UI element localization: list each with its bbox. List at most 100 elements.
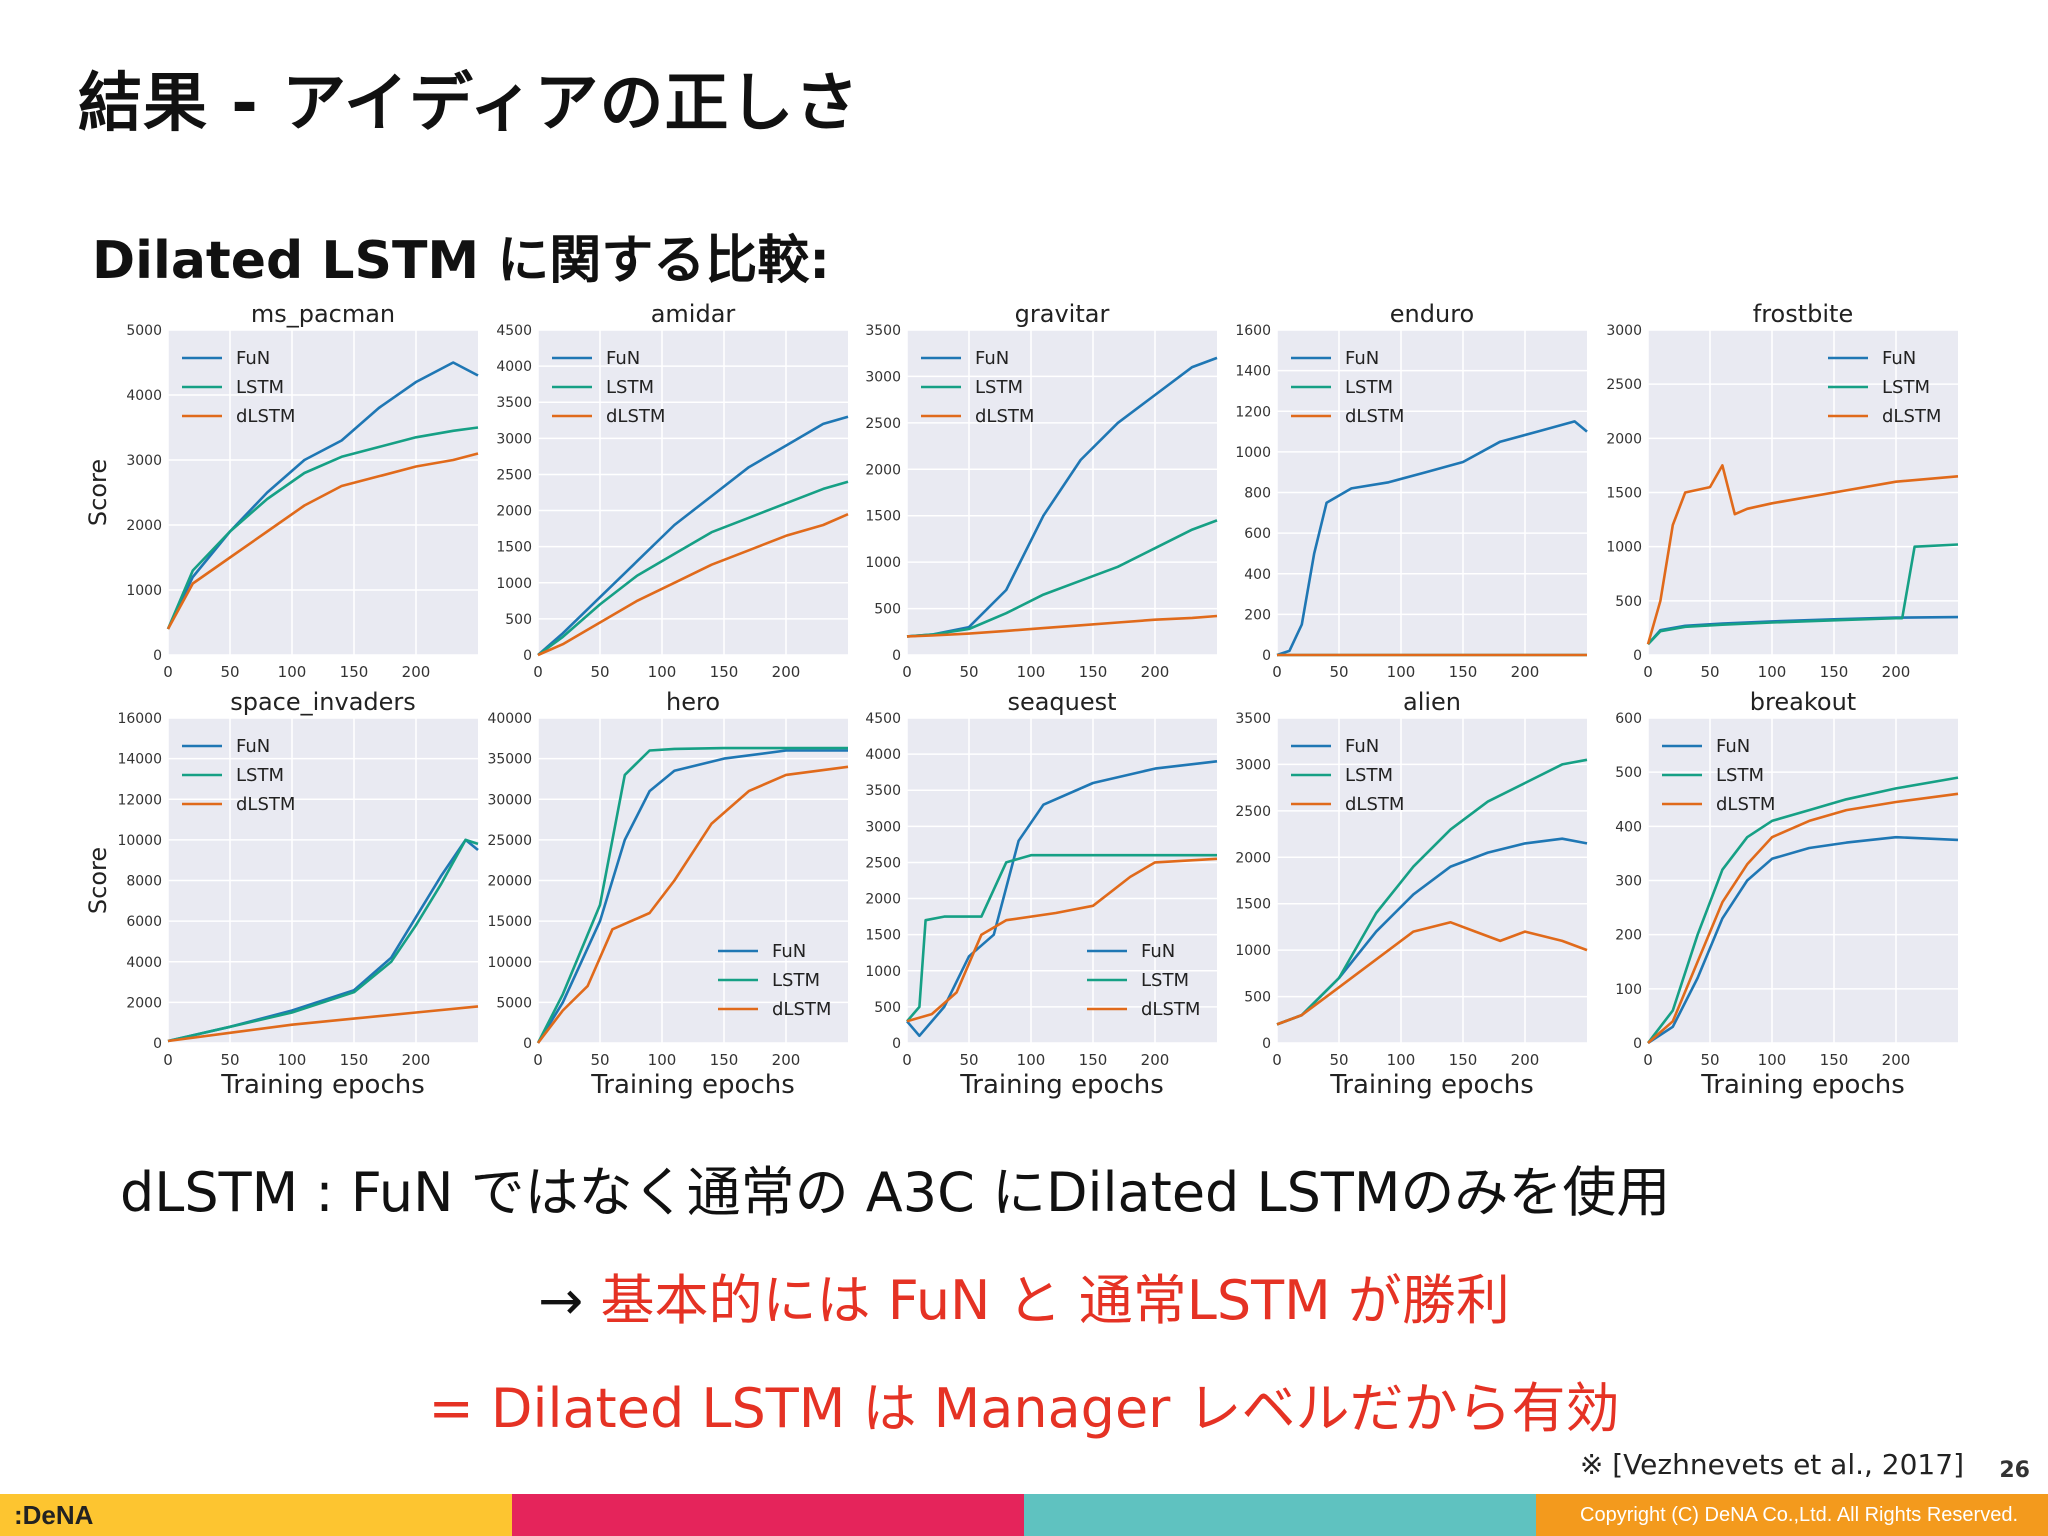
series-line-lstm <box>1276 758 1588 1026</box>
y-tick-label: 1500 <box>865 928 901 944</box>
x-tick-label: 50 <box>220 663 239 681</box>
y-tick-label: 1500 <box>1235 897 1271 913</box>
x-axis-label: Training epochs <box>959 1070 1164 1100</box>
y-tick-label: 2000 <box>865 462 901 478</box>
y-tick-label: 2500 <box>865 855 901 871</box>
series-line-lstm <box>167 838 479 1043</box>
x-tick-label: 100 <box>1758 1051 1787 1069</box>
footer-segment-yellow <box>0 1494 512 1536</box>
x-tick-label: 0 <box>902 663 912 681</box>
y-tick-label: 1000 <box>496 576 532 592</box>
legend-label-fun: FuN <box>975 348 1009 369</box>
chart-space-invaders: 0 50 100 150 2000200040006000800010000120001… <box>84 688 479 1100</box>
x-tick-label: 50 <box>1329 663 1348 681</box>
series-line-dlstm <box>1276 920 1588 1026</box>
series-line-lstm <box>906 519 1218 638</box>
x-tick-label: 0 <box>1643 1051 1653 1069</box>
legend-label-lstm: LSTM <box>1345 765 1393 786</box>
y-tick-label: 1000 <box>126 583 162 599</box>
page-number: 26 <box>1999 1458 2030 1483</box>
legend-label-lstm: LSTM <box>606 377 654 398</box>
legend-label-lstm: LSTM <box>1716 765 1764 786</box>
y-tick-label: 800 <box>1244 486 1271 502</box>
y-tick-label: 3000 <box>126 453 162 469</box>
legend-label-dlstm: dLSTM <box>1882 406 1941 427</box>
legend-label-dlstm: dLSTM <box>236 794 295 815</box>
y-tick-label: 600 <box>1615 711 1642 727</box>
legend-label-lstm: LSTM <box>1141 970 1189 991</box>
legend-label-lstm: LSTM <box>772 970 820 991</box>
chart-title: enduro <box>1390 300 1474 328</box>
series-line-fun <box>906 760 1218 1038</box>
x-tick-label: 100 <box>1758 663 1787 681</box>
y-tick-label: 1500 <box>496 540 532 556</box>
y-tick-label: 2500 <box>1235 804 1271 820</box>
x-tick-label: 200 <box>772 663 801 681</box>
legend-label-fun: FuN <box>236 736 270 757</box>
x-tick-label: 200 <box>1141 1051 1170 1069</box>
series-line-fun <box>1647 835 1959 1045</box>
y-tick-label: 0 <box>523 1036 532 1052</box>
y-tick-label: 0 <box>1262 648 1271 664</box>
chart-gravitar: 0 50 100 150 2000500100015002000250030003500… <box>865 300 1218 681</box>
slide-title: 結果 - アイディアの正しさ <box>78 67 860 141</box>
series-line-fun <box>537 415 849 656</box>
x-tick-label: 200 <box>1141 663 1170 681</box>
x-tick-label: 50 <box>959 663 978 681</box>
x-tick-label: 150 <box>340 663 369 681</box>
series-line-dlstm <box>166 452 479 630</box>
x-tick-label: 200 <box>1511 1051 1540 1069</box>
x-tick-label: 50 <box>590 1051 609 1069</box>
y-tick-label: 16000 <box>117 711 162 727</box>
legend-label-dlstm: dLSTM <box>1345 406 1404 427</box>
copyright: Copyright (C) DeNA Co.,Ltd. All Rights R… <box>1580 1504 2018 1526</box>
y-tick-label: 1400 <box>1235 364 1271 380</box>
x-tick-label: 50 <box>1700 663 1719 681</box>
legend-label-lstm: LSTM <box>236 377 284 398</box>
y-tick-label: 10000 <box>117 833 162 849</box>
y-tick-label: 3500 <box>1235 711 1271 727</box>
chart-title: ms_pacman <box>251 300 395 328</box>
legend-label-fun: FuN <box>1345 348 1379 369</box>
chart-title: seaquest <box>1007 688 1116 716</box>
y-tick-label: 6000 <box>126 914 162 930</box>
y-tick-label: 400 <box>1244 567 1271 583</box>
x-tick-label: 200 <box>1511 663 1540 681</box>
chart-hero: 0 50 100 150 200 0 5000 10000 15000 20000 25000 300… <box>487 688 849 1100</box>
series-line-lstm <box>1646 776 1959 1044</box>
x-tick-label: 100 <box>648 1051 677 1069</box>
y-tick-label: 500 <box>1615 765 1642 781</box>
y-tick-label: 500 <box>505 612 532 628</box>
y-tick-label: 3500 <box>496 395 532 411</box>
y-tick-label: 1500 <box>1606 486 1642 502</box>
x-tick-label: 100 <box>278 1051 307 1069</box>
x-tick-label: 0 <box>533 663 543 681</box>
x-tick-label: 150 <box>1079 663 1108 681</box>
legend-label-lstm: LSTM <box>1882 377 1930 398</box>
y-tick-label: 500 <box>874 602 901 618</box>
y-tick-label: 4000 <box>865 747 901 763</box>
y-tick-label: 12000 <box>117 792 162 808</box>
legend-label-fun: FuN <box>1141 941 1175 962</box>
y-tick-label: 0 <box>892 648 901 664</box>
y-tick-label: 1000 <box>1235 445 1271 461</box>
series-line-dlstm <box>1646 464 1959 645</box>
x-tick-label: 150 <box>1449 1051 1478 1069</box>
y-tick-label: 1000 <box>865 964 901 980</box>
legend-label-lstm: LSTM <box>236 765 284 786</box>
legend-label-lstm: LSTM <box>1345 377 1393 398</box>
y-tick-label: 2000 <box>496 504 532 520</box>
x-axis-label: Training epochs <box>1700 1070 1905 1100</box>
y-tick-label: 5000 <box>126 323 162 339</box>
y-tick-label: 35000 <box>487 752 532 768</box>
definition-line: dLSTM : FuN ではなく通常の A3C にDilated LSTMのみを… <box>120 1161 1671 1224</box>
y-tick-label: 2000 <box>865 892 901 908</box>
series-line-lstm <box>537 480 849 657</box>
series-line-dlstm <box>906 857 1218 1023</box>
legend-label-fun: FuN <box>236 348 270 369</box>
y-tick-label: 1000 <box>1235 943 1271 959</box>
y-tick-label: 200 <box>1244 607 1271 623</box>
series-line-dlstm <box>167 1005 479 1043</box>
x-tick-label: 0 <box>902 1051 912 1069</box>
series-line-dlstm <box>1647 792 1959 1044</box>
